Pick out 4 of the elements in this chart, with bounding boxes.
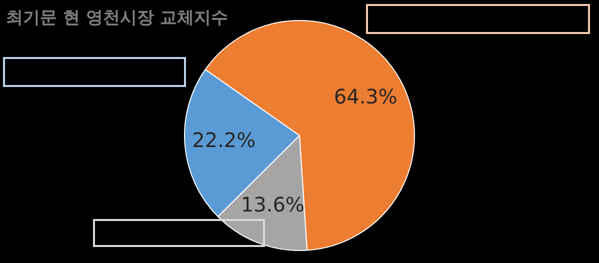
data-label: 22.2% [192,128,256,152]
data-label: 64.3% [334,84,398,108]
data-label: 13.6% [240,192,304,217]
chart-title: 최기문 현 영천시장 교체지수 [6,7,228,29]
